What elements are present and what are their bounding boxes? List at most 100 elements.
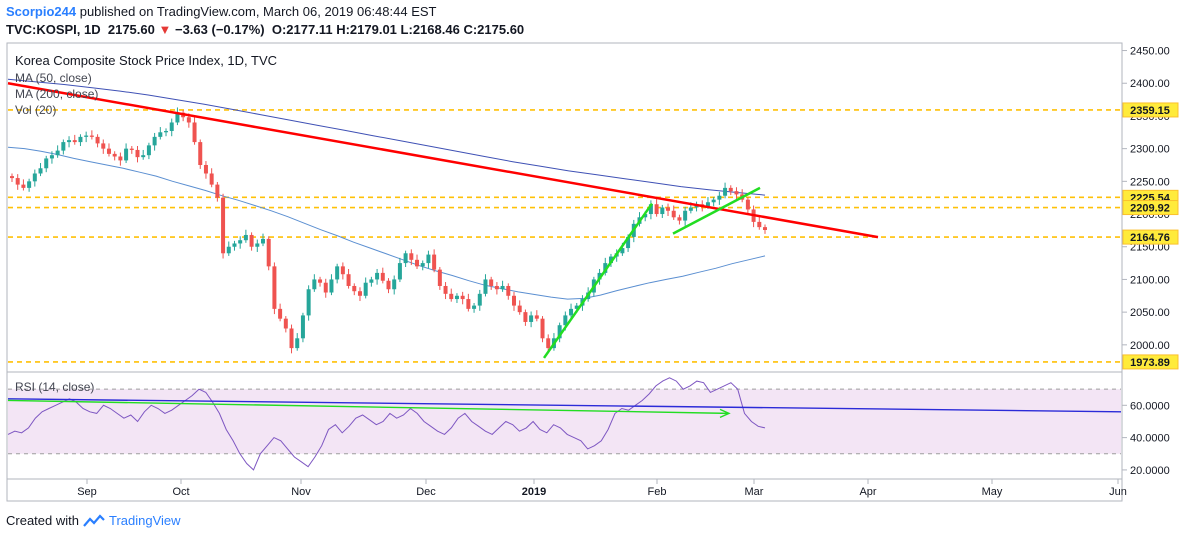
rsi-blue-trendline[interactable] bbox=[7, 398, 1122, 413]
rsi-tick-label: 40.0000 bbox=[1130, 433, 1170, 445]
published-text: published on TradingView.com, March 06, … bbox=[79, 4, 437, 19]
candle-body bbox=[278, 308, 283, 319]
candle-body bbox=[420, 263, 425, 267]
candle-body bbox=[705, 202, 710, 207]
candle-body bbox=[666, 207, 671, 211]
candle-body bbox=[55, 150, 60, 156]
candle-body bbox=[597, 272, 602, 280]
time-tick-label: Sep bbox=[77, 486, 97, 498]
rsi-tick-label: 20.0000 bbox=[1130, 465, 1170, 477]
candles bbox=[10, 107, 767, 354]
ma200-line bbox=[7, 78, 766, 196]
candle-body bbox=[660, 207, 665, 215]
candle-body bbox=[67, 140, 72, 143]
price-value: 2175.60 bbox=[107, 22, 155, 37]
price-tick-label: 2100.00 bbox=[1130, 274, 1170, 286]
candle-body bbox=[757, 221, 762, 228]
candle-body bbox=[112, 153, 117, 157]
green-wedge-line[interactable] bbox=[672, 186, 761, 235]
tradingview-logo-icon bbox=[83, 513, 105, 527]
candle-body bbox=[449, 293, 454, 300]
candle-body bbox=[546, 338, 551, 349]
candle-body bbox=[443, 285, 448, 294]
candle-body bbox=[437, 269, 442, 286]
red-trendline[interactable] bbox=[7, 82, 879, 239]
candle-body bbox=[306, 289, 311, 316]
candle-body bbox=[238, 240, 243, 244]
candle-body bbox=[352, 285, 357, 292]
close-label: C: bbox=[463, 22, 478, 37]
candle-body bbox=[249, 234, 254, 247]
candle-body bbox=[512, 295, 516, 306]
candle-body bbox=[49, 155, 54, 159]
username-link[interactable]: Scorpio244 bbox=[6, 4, 77, 19]
time-tick-label: May bbox=[982, 486, 1003, 498]
candle-body bbox=[243, 234, 248, 241]
footer: Created with TradingView bbox=[6, 513, 181, 528]
candle-body bbox=[460, 295, 465, 300]
candle-body bbox=[72, 140, 77, 143]
time-tick-label: Jun bbox=[1109, 486, 1127, 498]
candle-body bbox=[232, 243, 237, 247]
low-value: 2168.46 bbox=[412, 22, 460, 37]
tradingview-brand-link[interactable]: TradingView bbox=[108, 513, 181, 528]
candle-body bbox=[198, 142, 203, 165]
candle-body bbox=[323, 282, 328, 293]
candle-body bbox=[745, 199, 750, 210]
symbol-line: TVC:KOSPI, 1D 2175.60 ▼ −3.63 (−0.17%) O… bbox=[6, 22, 524, 37]
price-label-text: 2209.92 bbox=[1130, 203, 1170, 215]
candle-body bbox=[203, 164, 208, 174]
candle-body bbox=[763, 227, 767, 230]
candle-body bbox=[340, 266, 345, 275]
candle-body bbox=[118, 156, 123, 161]
price-label-text: 2164.76 bbox=[1130, 232, 1170, 244]
created-with-label: Created with bbox=[6, 513, 79, 528]
candle-body bbox=[357, 291, 362, 296]
candle-body bbox=[392, 279, 397, 290]
candle-body bbox=[164, 130, 169, 133]
publish-info: Scorpio244 published on TradingView.com,… bbox=[6, 4, 436, 19]
price-tick-label: 2000.00 bbox=[1130, 340, 1170, 352]
candle-body bbox=[500, 285, 505, 290]
candle-body bbox=[158, 132, 163, 137]
down-arrow-icon: ▼ bbox=[158, 22, 172, 37]
candle-body bbox=[10, 176, 14, 179]
candle-body bbox=[124, 148, 129, 161]
candle-body bbox=[603, 263, 608, 273]
high-value: 2179.01 bbox=[349, 22, 397, 37]
candle-body bbox=[335, 266, 340, 280]
candle-body bbox=[563, 315, 568, 326]
green-trendline-rise[interactable] bbox=[542, 202, 654, 359]
candle-body bbox=[557, 325, 562, 339]
price-tick-label: 2450.00 bbox=[1130, 46, 1170, 58]
candle-body bbox=[346, 274, 351, 286]
candle-body bbox=[106, 148, 111, 154]
low-label: L: bbox=[400, 22, 413, 37]
candle-body bbox=[369, 279, 374, 283]
trendlines[interactable] bbox=[7, 82, 879, 359]
rsi-legend: RSI (14, close) bbox=[15, 380, 94, 394]
candle-body bbox=[454, 295, 459, 300]
candle-body bbox=[300, 315, 305, 339]
candle-body bbox=[688, 207, 693, 211]
candle-body bbox=[529, 315, 534, 322]
time-tick-label: 2019 bbox=[522, 486, 546, 498]
rsi-green-trendline[interactable] bbox=[7, 399, 729, 415]
candle-body bbox=[506, 285, 511, 296]
price-tick-label: 2400.00 bbox=[1130, 78, 1170, 90]
candle-body bbox=[221, 197, 226, 254]
time-axis: Sep Oct Nov Dec 2019 Feb Mar Apr May Jun bbox=[77, 479, 1127, 498]
candle-body bbox=[318, 279, 323, 283]
candle-body bbox=[289, 328, 294, 349]
candle-body bbox=[375, 272, 380, 280]
candle-body bbox=[626, 236, 631, 249]
candle-body bbox=[648, 204, 653, 215]
candle-body bbox=[89, 135, 94, 137]
time-tick-label: Feb bbox=[648, 486, 667, 498]
candle-body bbox=[146, 145, 151, 156]
candle-body bbox=[261, 238, 265, 244]
price-label-box bbox=[1122, 200, 1179, 216]
symbol-label: TVC:KOSPI, 1D bbox=[6, 22, 101, 37]
candle-body bbox=[295, 338, 300, 349]
